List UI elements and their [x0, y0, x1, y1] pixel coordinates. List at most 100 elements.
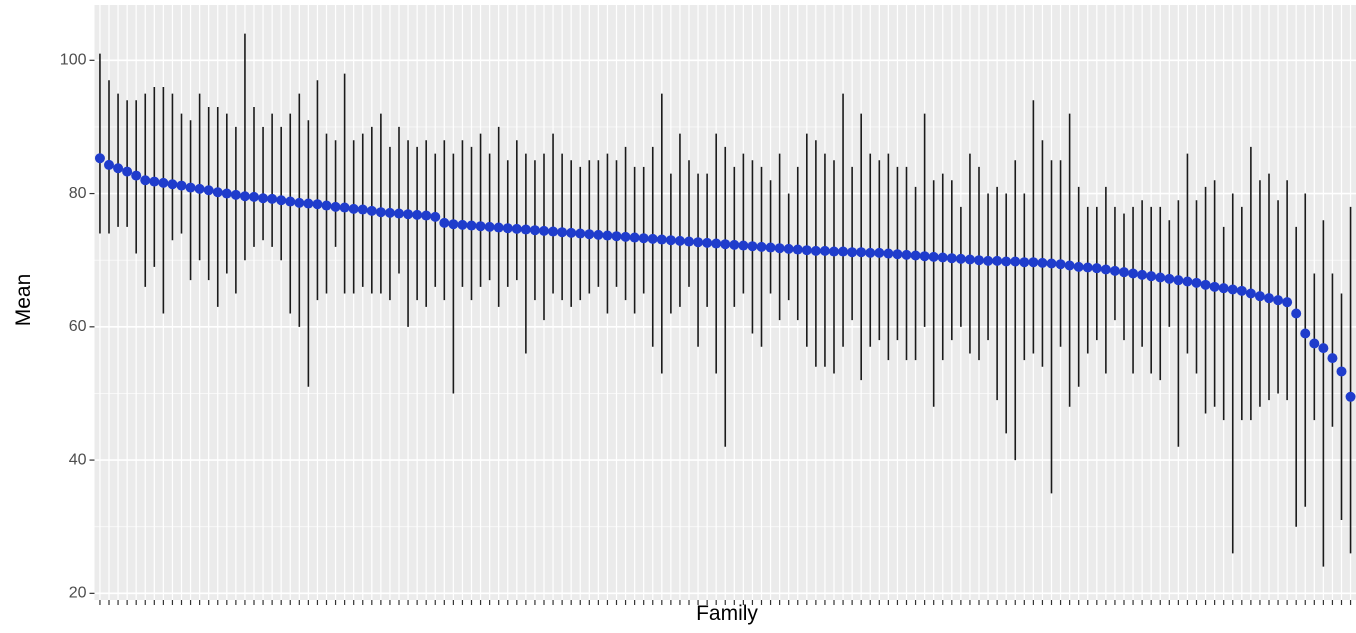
mean-point	[221, 188, 232, 199]
mean-point	[1100, 264, 1111, 275]
mean-point	[176, 180, 187, 191]
y-tick-label: 40	[69, 451, 87, 468]
mean-point	[502, 223, 513, 234]
mean-point	[430, 211, 441, 222]
mean-point	[720, 239, 731, 250]
mean-point	[539, 225, 549, 236]
mean-point	[1046, 258, 1057, 269]
mean-point	[131, 170, 142, 181]
mean-point	[656, 234, 667, 245]
mean-point	[638, 233, 649, 244]
mean-point	[493, 222, 504, 233]
mean-point	[330, 201, 341, 212]
mean-point	[439, 217, 450, 228]
mean-point	[1282, 297, 1293, 308]
y-tick-label: 20	[69, 585, 87, 602]
mean-point	[919, 251, 930, 262]
mean-point	[484, 221, 495, 232]
mean-point	[1200, 279, 1211, 290]
mean-point	[856, 247, 867, 258]
mean-point	[1191, 277, 1202, 288]
mean-point	[593, 229, 604, 240]
mean-point	[94, 153, 105, 164]
mean-point	[258, 193, 269, 204]
mean-point	[321, 200, 332, 211]
mean-point	[747, 241, 758, 252]
mean-point	[964, 254, 975, 265]
mean-point	[1128, 268, 1139, 279]
mean-point	[729, 239, 740, 250]
mean-point	[557, 227, 568, 238]
mean-point	[783, 243, 794, 254]
mean-point	[711, 238, 722, 249]
mean-point	[1055, 259, 1066, 270]
mean-point	[792, 244, 803, 255]
mean-point	[357, 204, 368, 215]
mean-point	[348, 203, 359, 214]
mean-point	[104, 159, 114, 170]
mean-point	[937, 252, 948, 263]
mean-point	[1109, 265, 1120, 276]
mean-point	[294, 197, 305, 208]
mean-point	[674, 235, 685, 246]
mean-point	[448, 219, 459, 230]
mean-point	[1264, 293, 1274, 304]
mean-point	[1037, 257, 1048, 268]
mean-point	[829, 246, 839, 257]
mean-point	[1345, 391, 1356, 402]
mean-point	[584, 229, 595, 240]
mean-point	[1182, 276, 1193, 287]
mean-point	[693, 237, 704, 248]
mean-point	[1019, 257, 1030, 268]
mean-point	[665, 235, 676, 246]
mean-point	[1245, 288, 1256, 299]
mean-point	[303, 198, 314, 209]
mean-point	[974, 255, 984, 266]
mean-point	[394, 208, 404, 219]
mean-point	[1173, 275, 1184, 286]
mean-point	[838, 246, 849, 257]
mean-point	[1327, 353, 1338, 364]
mean-point	[140, 175, 151, 186]
mean-point	[647, 233, 658, 244]
mean-point	[1146, 271, 1157, 282]
mean-point	[992, 255, 1003, 266]
mean-point	[529, 225, 540, 236]
mean-point	[629, 232, 640, 243]
mean-point	[511, 223, 522, 234]
mean-point	[1254, 291, 1265, 302]
mean-point	[738, 240, 749, 251]
mean-point	[774, 243, 785, 254]
mean-point	[611, 231, 622, 242]
x-axis-title: Family	[696, 602, 758, 625]
mean-point	[1082, 262, 1093, 273]
mean-point	[983, 255, 994, 266]
mean-point	[457, 219, 468, 230]
mean-point	[1064, 260, 1075, 271]
mean-point	[267, 193, 278, 204]
mean-point	[801, 245, 812, 256]
mean-point	[122, 166, 133, 177]
mean-point	[810, 245, 821, 256]
mean-point	[466, 220, 477, 231]
marks	[94, 33, 1356, 567]
mean-point	[239, 191, 250, 202]
mean-point	[1236, 285, 1247, 296]
mean-point	[1336, 366, 1347, 377]
mean-point	[276, 195, 287, 206]
mean-point	[1028, 257, 1039, 268]
mean-point	[421, 210, 432, 221]
mean-point	[194, 183, 205, 194]
mean-point	[620, 231, 631, 242]
mean-point	[892, 249, 903, 260]
mean-point	[113, 163, 124, 174]
mean-point	[1010, 256, 1021, 267]
mean-point	[1155, 272, 1166, 283]
mean-point	[684, 236, 694, 247]
mean-point	[149, 176, 160, 187]
mean-point	[1209, 281, 1220, 292]
mean-point	[249, 191, 259, 202]
mean-point	[1091, 263, 1102, 274]
mean-point	[230, 189, 241, 200]
